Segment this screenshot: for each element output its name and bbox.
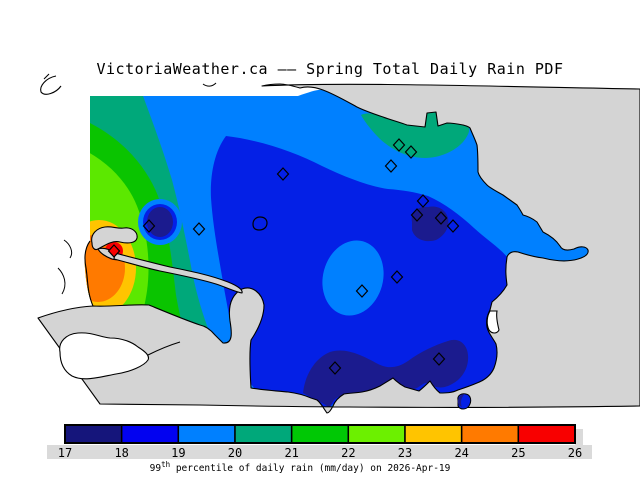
station-diamond-icon xyxy=(410,208,424,222)
colorbar-segment xyxy=(64,424,123,444)
station-diamond-icon xyxy=(142,219,156,233)
nw-island-arc xyxy=(40,75,62,95)
station-diamond-icon xyxy=(355,284,369,298)
coastline-west-notch xyxy=(84,240,94,307)
colorbar-segment xyxy=(290,424,350,444)
coastline-east-white-notch xyxy=(486,310,500,334)
colorbar-tick-labels: 17 18 19 20 21 22 23 24 25 26 xyxy=(58,446,582,460)
station-diamond-red-icon xyxy=(107,244,121,258)
west-coast-squiggle-2 xyxy=(57,267,66,295)
nw-island-tick xyxy=(43,73,50,80)
station-diamond-icon xyxy=(328,361,342,375)
station-diamond-icon xyxy=(416,194,430,208)
west-coast-squiggle-1 xyxy=(63,239,73,259)
colorbar-tick-label: 24 xyxy=(454,446,468,460)
station-diamond-icon xyxy=(446,219,460,233)
boundary-polygon-outline xyxy=(252,216,268,231)
colorbar-segment xyxy=(177,424,236,444)
contour-region-dodger-center xyxy=(322,240,384,316)
station-diamond-icon xyxy=(404,145,418,159)
station-diamond-icon xyxy=(192,222,206,236)
colorbar-tick-label: 25 xyxy=(511,446,525,460)
colorbar-segments xyxy=(64,424,576,444)
islet-navy-edge xyxy=(457,394,465,407)
plot-title: VictoriaWeather.ca —— Spring Total Daily… xyxy=(96,60,563,78)
station-diamond-icon xyxy=(432,352,446,366)
station-diamond-icon xyxy=(390,270,404,284)
coastline-spit-strip xyxy=(113,252,243,294)
colorbar-segment xyxy=(404,424,463,444)
station-diamond-icon xyxy=(276,167,290,181)
station-diamond-icon xyxy=(384,159,398,173)
colorbar-tick-label: 20 xyxy=(228,446,242,460)
station-markers-group xyxy=(107,138,460,375)
contour-region-navy-right xyxy=(411,206,449,242)
colorbar-tick-label: 17 xyxy=(58,446,72,460)
colorbar-tick-label: 26 xyxy=(568,446,582,460)
colorbar: 17 18 19 20 21 22 23 24 25 26 99th percentile of … xyxy=(47,424,592,474)
station-diamond-icon xyxy=(392,138,406,152)
colorbar-segment xyxy=(517,424,576,444)
colorbar-segment xyxy=(120,424,180,444)
colorbar-tick-label: 19 xyxy=(171,446,185,460)
contour-region-navy-left xyxy=(147,207,173,237)
colorbar-shadow-stub xyxy=(575,429,583,446)
colorbar-segment xyxy=(460,424,520,444)
colorbar-tick-label: 21 xyxy=(284,446,298,460)
contour-region-teal-northeast xyxy=(361,112,470,158)
colorbar-border xyxy=(64,424,576,444)
colorbar-segment xyxy=(347,424,406,444)
colorbar-tick-label: 23 xyxy=(398,446,412,460)
colorbar-segment xyxy=(234,424,293,444)
contour-region-navy-south xyxy=(303,339,469,408)
station-diamond-icon xyxy=(434,211,448,225)
coastline-white-peninsula xyxy=(59,332,150,380)
colorbar-label-band xyxy=(47,445,592,459)
colorbar-caption: 99th percentile of daily rain (mm/day) o… xyxy=(150,460,451,474)
colorbar-tick-label: 18 xyxy=(114,446,128,460)
coastline-peninsula-link xyxy=(147,341,181,356)
title-coast-squiggle xyxy=(202,82,217,87)
colorbar-tick-label: 22 xyxy=(341,446,355,460)
